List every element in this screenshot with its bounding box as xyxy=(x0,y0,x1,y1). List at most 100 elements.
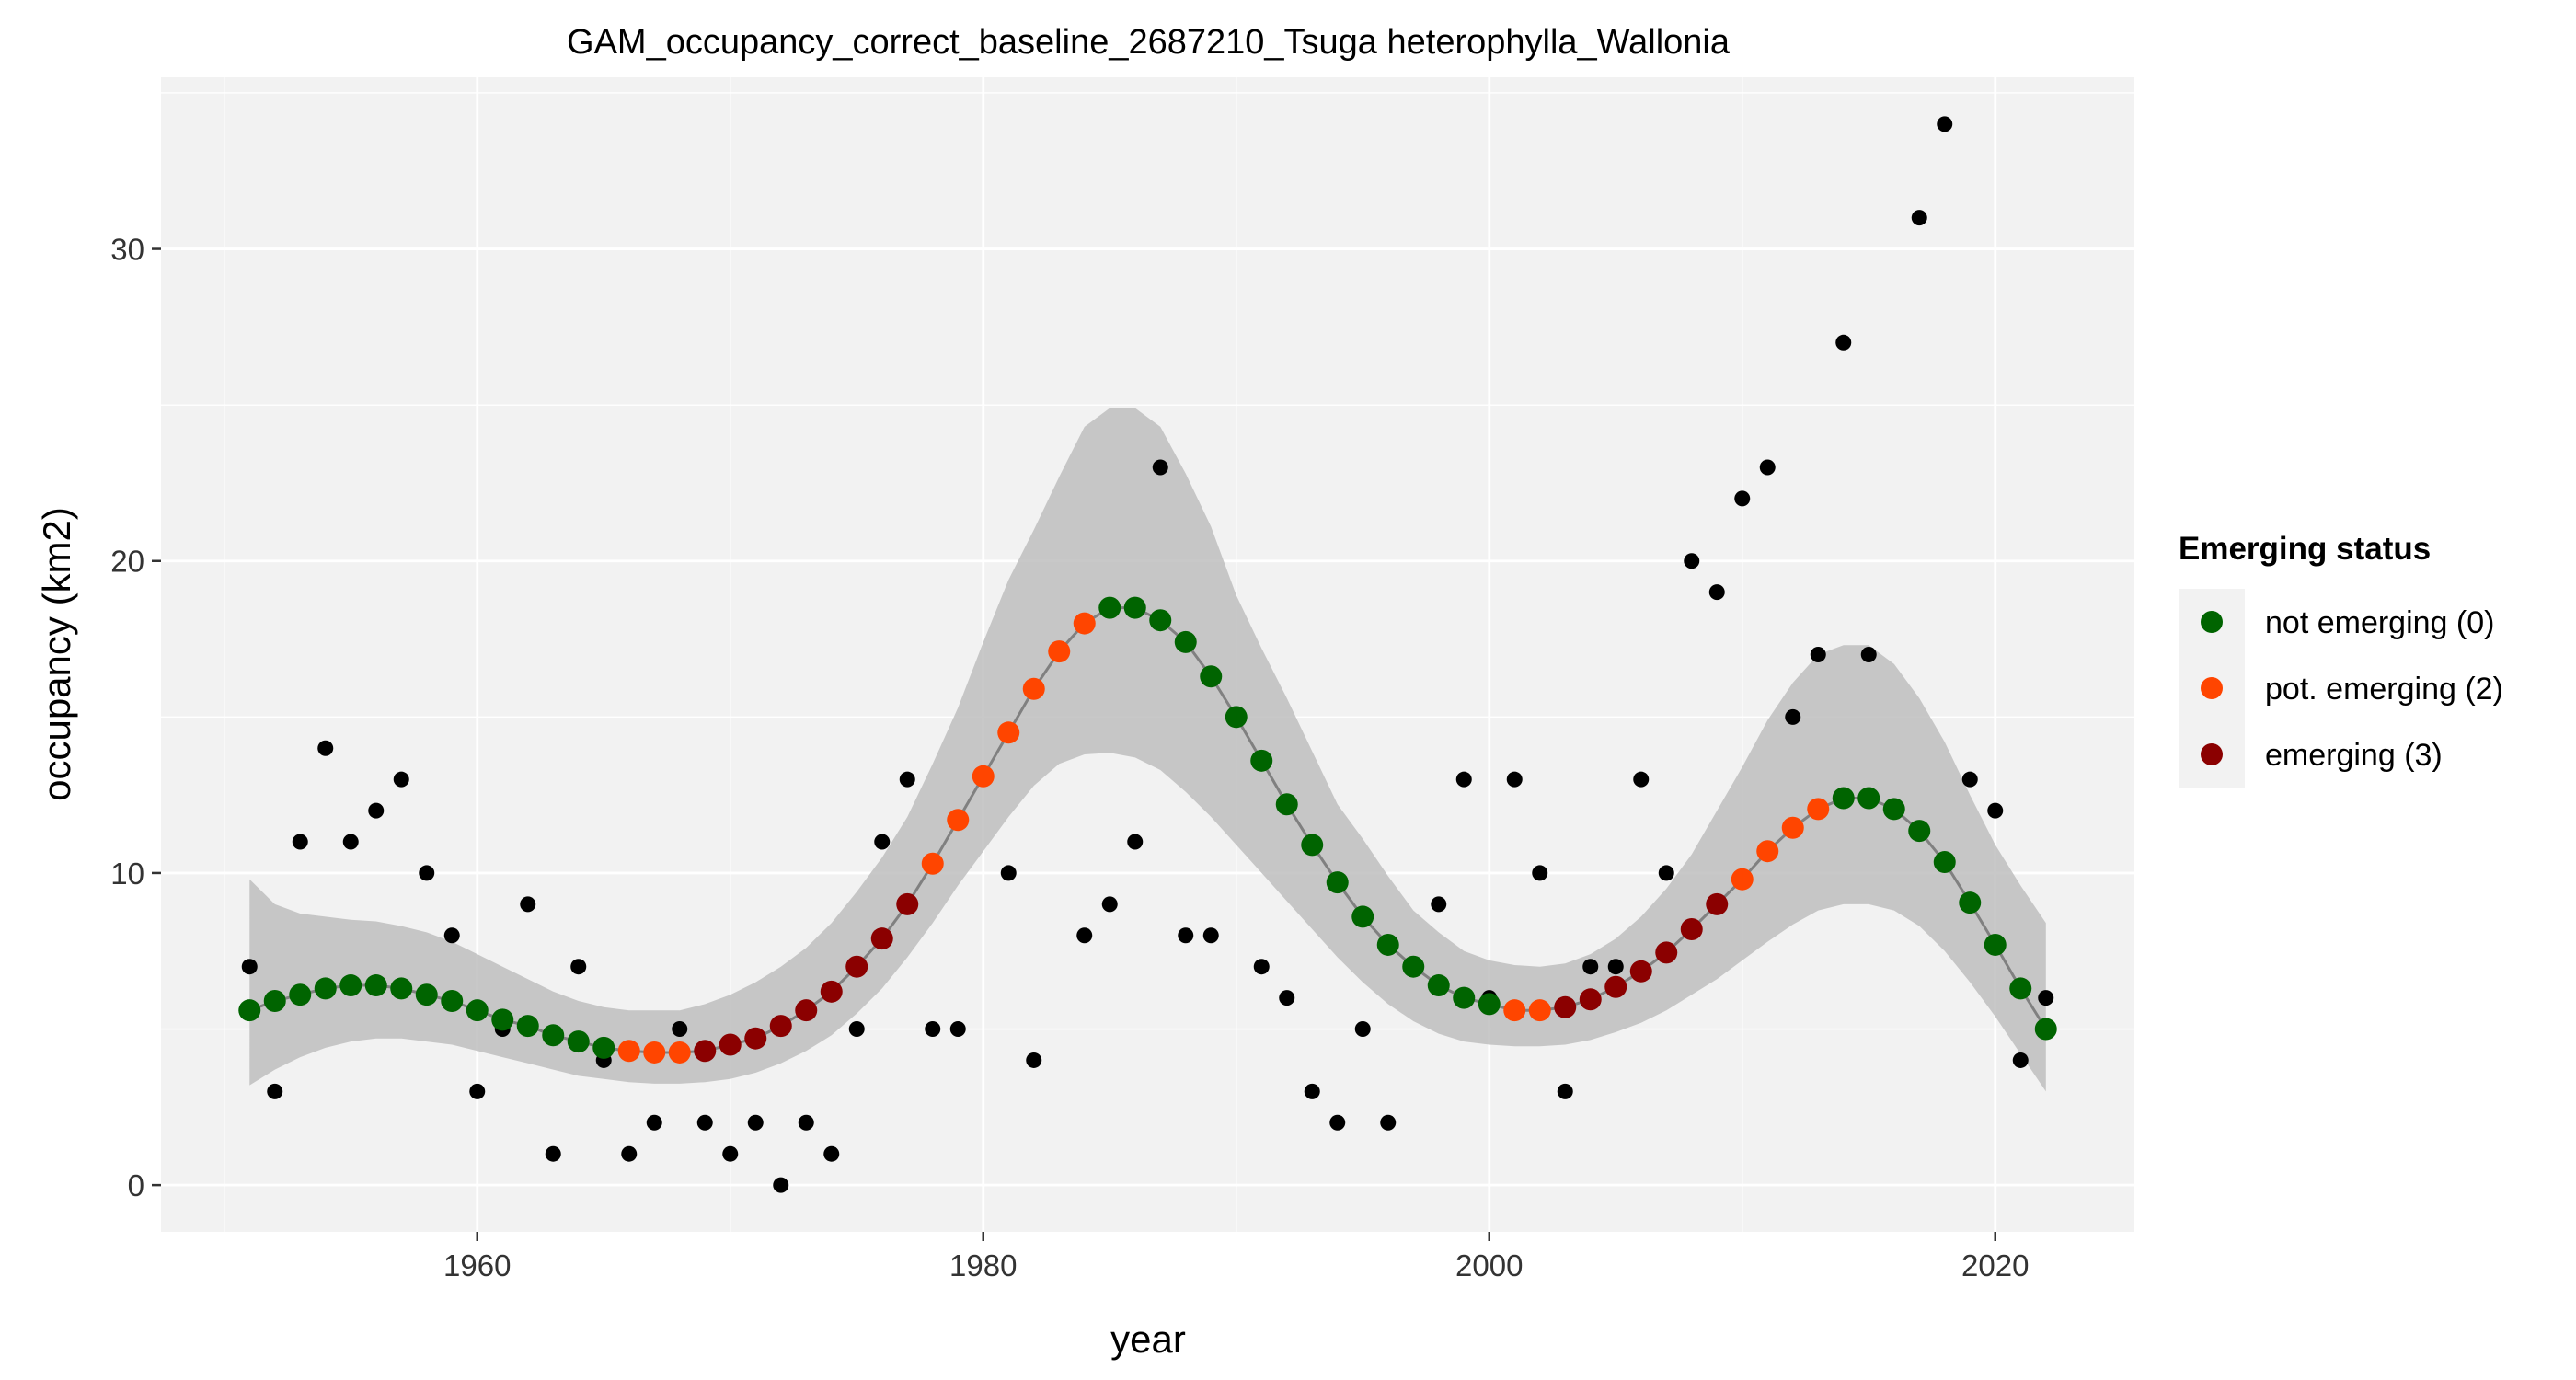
observed-point xyxy=(292,834,308,850)
observed-point xyxy=(1329,1114,1346,1131)
fitted-point xyxy=(1731,868,1754,891)
legend: Emerging status not emerging (0) pot. eme… xyxy=(2179,531,2503,788)
fitted-point xyxy=(592,1036,615,1059)
observed-point xyxy=(823,1145,840,1162)
observed-point xyxy=(925,1021,941,1038)
observed-point xyxy=(520,896,536,913)
fitted-point xyxy=(1326,871,1349,894)
observed-point xyxy=(1279,990,1295,1006)
fitted-point xyxy=(1048,640,1071,663)
fitted-point xyxy=(1200,665,1223,688)
fitted-point xyxy=(491,1008,514,1031)
x-tick-label: 2000 xyxy=(1455,1248,1523,1282)
fitted-point xyxy=(441,990,464,1012)
fitted-point xyxy=(1807,798,1830,821)
observed-point xyxy=(798,1114,814,1131)
observed-point xyxy=(1506,771,1523,788)
observed-point xyxy=(773,1177,789,1193)
fitted-point xyxy=(1933,851,1956,874)
fitted-point xyxy=(364,974,387,997)
observed-point xyxy=(696,1114,713,1131)
y-tick-label: 20 xyxy=(110,545,144,579)
confidence-ribbon xyxy=(249,408,2046,1092)
fitted-point xyxy=(947,809,970,832)
observed-point xyxy=(1202,927,1219,944)
observed-point xyxy=(1937,116,1953,132)
legend-key-dot xyxy=(2201,743,2223,765)
fitted-point xyxy=(1503,999,1526,1022)
observed-point xyxy=(570,959,587,975)
fitted-point xyxy=(1984,933,2007,956)
fitted-point xyxy=(238,999,261,1022)
observed-point xyxy=(1178,927,1194,944)
x-axis: 1960 1980 2000 2020 xyxy=(443,1232,2029,1282)
fitted-point xyxy=(1655,941,1678,964)
observed-point xyxy=(469,1083,486,1099)
fitted-point xyxy=(921,852,944,875)
observed-point xyxy=(1911,210,1927,226)
x-axis-title: year xyxy=(1110,1317,1186,1361)
fitted-point xyxy=(1174,630,1197,653)
observed-point xyxy=(1431,896,1447,913)
observed-point xyxy=(1708,584,1725,601)
legend-entry-label: emerging (3) xyxy=(2265,738,2443,773)
fitted-point xyxy=(542,1024,565,1047)
fitted-point xyxy=(1781,816,1804,839)
fitted-point xyxy=(263,990,286,1012)
fitted-point xyxy=(1680,917,1703,940)
observed-point xyxy=(672,1021,688,1038)
observed-point xyxy=(342,834,359,850)
observed-point xyxy=(1633,771,1650,788)
fitted-point xyxy=(2034,1018,2057,1041)
fitted-point xyxy=(1427,974,1450,997)
observed-point xyxy=(1455,771,1472,788)
observed-point xyxy=(419,865,435,881)
fitted-point xyxy=(2009,977,2032,1000)
observed-point xyxy=(1734,490,1751,507)
observed-point xyxy=(1532,865,1548,881)
observed-point xyxy=(1354,1021,1371,1038)
observed-point xyxy=(1961,771,1978,788)
observed-point xyxy=(874,834,891,850)
observed-point xyxy=(2012,1052,2029,1068)
fitted-point xyxy=(1301,834,1324,857)
fitted-point xyxy=(1073,612,1096,635)
legend-title: Emerging status xyxy=(2179,531,2431,567)
fitted-point xyxy=(1351,905,1374,928)
fitted-point xyxy=(1959,891,1982,914)
fitted-point xyxy=(972,765,995,788)
fitted-point xyxy=(1123,596,1146,619)
observed-point xyxy=(393,771,409,788)
observed-point xyxy=(621,1145,638,1162)
fitted-point xyxy=(516,1015,539,1038)
observed-point xyxy=(1152,459,1168,476)
observed-point xyxy=(1684,553,1700,569)
observed-point xyxy=(1785,708,1801,725)
fitted-point xyxy=(1098,596,1121,619)
legend-entry-label: not emerging (0) xyxy=(2265,605,2494,640)
fitted-point xyxy=(744,1027,767,1050)
fitted-point xyxy=(870,927,893,950)
fitted-point xyxy=(694,1040,717,1063)
y-axis-title: occupancy (km2) xyxy=(35,507,78,801)
observed-point xyxy=(1987,802,2004,819)
observed-point xyxy=(747,1114,764,1131)
observed-point xyxy=(545,1145,561,1162)
fitted-point xyxy=(769,1015,792,1038)
fitted-point xyxy=(1857,787,1880,810)
fitted-point xyxy=(1882,798,1905,821)
observed-point xyxy=(949,1021,966,1038)
fitted-point xyxy=(668,1041,691,1064)
observed-point xyxy=(1026,1052,1042,1068)
fitted-point xyxy=(339,974,362,997)
fitted-point xyxy=(820,980,843,1003)
fitted-point xyxy=(1629,960,1652,983)
fitted-point xyxy=(1604,975,1627,998)
fitted-point xyxy=(1756,840,1779,863)
observed-point xyxy=(1810,647,1826,662)
observed-point xyxy=(1076,927,1093,944)
observed-point xyxy=(1759,459,1776,476)
observed-point xyxy=(1127,834,1144,850)
observed-point xyxy=(899,771,915,788)
